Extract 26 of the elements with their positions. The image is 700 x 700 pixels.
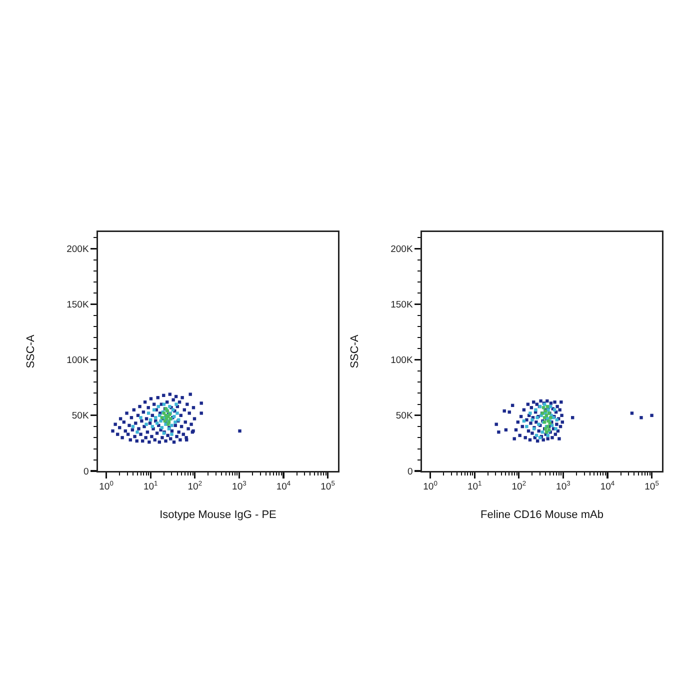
x-tick-label: 10$^{1}$: [143, 480, 158, 493]
y-tick-label: 200K: [390, 244, 414, 255]
y-axis-title: SSC-A: [25, 334, 37, 368]
x-tick-label: 10$^{3}$: [232, 480, 247, 493]
y-tick-label: 150K: [66, 300, 90, 311]
y-tick-label: 50K: [72, 410, 90, 422]
x-tick-label: 10$^{3}$: [556, 480, 571, 493]
x-tick-label: 10$^{5}$: [320, 480, 336, 493]
x-tick-label: 10$^{0}$: [99, 480, 114, 493]
y-tick-label: 200K: [66, 244, 90, 255]
x-tick-label: 10$^{5}$: [644, 480, 660, 493]
y-tick-label: 150K: [390, 300, 414, 311]
y-tick-label: 0: [84, 466, 89, 478]
x-tick-label: 10$^{2}$: [188, 480, 202, 493]
y-axis-title: SSC-A: [349, 334, 361, 368]
y-tick-label: 100K: [390, 355, 414, 366]
y-tick-label: 50K: [396, 410, 414, 422]
x-tick-label: 10$^{2}$: [512, 480, 526, 493]
x-axis-title: Feline CD16 Mouse mAb: [480, 508, 604, 521]
y-tick-label: 100K: [66, 355, 90, 366]
x-tick-label: 10$^{1}$: [467, 480, 482, 493]
y-tick-label: 0: [408, 466, 413, 478]
x-tick-label: 10$^{4}$: [276, 480, 291, 493]
x-tick-label: 10$^{4}$: [600, 480, 615, 493]
x-axis-title: Isotype Mouse IgG - PE: [160, 508, 276, 521]
x-tick-label: 10$^{0}$: [423, 480, 438, 493]
